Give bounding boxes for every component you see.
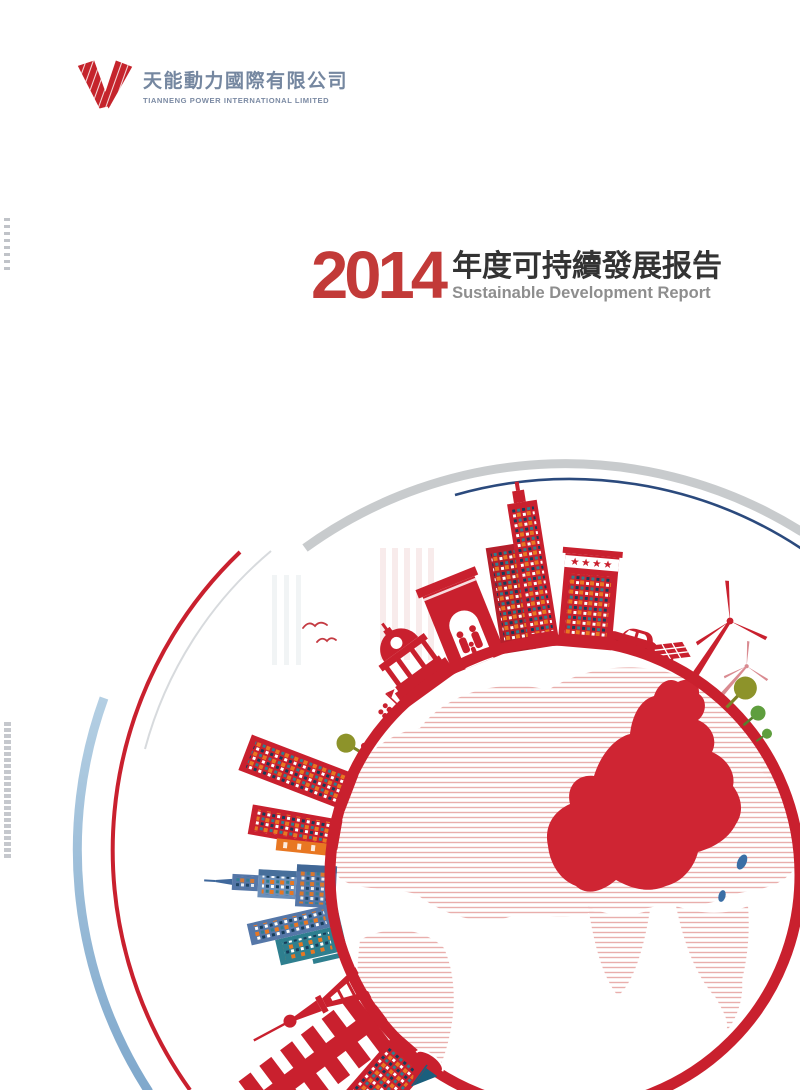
logo-v-icon: [77, 60, 133, 109]
tree-green-small: [755, 728, 773, 742]
company-name-zh: 天能動力國際有限公司: [143, 71, 349, 92]
company-name-en: TIANNENG POWER INTERNATIONAL LIMITED: [143, 96, 330, 105]
apartment-slab-building-1: [238, 734, 359, 811]
wind-turbine: [688, 580, 768, 682]
cover-title: 2014 年度可持續發展报告 Sustainable Development R…: [311, 238, 722, 313]
orbit-arc-navy: [454, 477, 800, 550]
orbit-arc-thin-gray: [144, 550, 272, 750]
china-map: [546, 679, 742, 892]
orbit-arc-steel-blue: [72, 696, 153, 1090]
striped-tower-building: [238, 994, 392, 1090]
island-shapes: [718, 854, 748, 902]
report-title-block: 年度可持續發展报告 Sustainable Development Report: [452, 252, 722, 306]
globe-rim: [324, 634, 800, 1090]
tree-green: [742, 705, 766, 727]
tree-olive: [725, 676, 757, 709]
sailboat: [411, 1049, 444, 1087]
empire-state-building: [204, 864, 338, 909]
spine-print-mark-bottom: [4, 722, 11, 858]
birds: [302, 621, 337, 643]
apartment-slab-building-2: [247, 804, 343, 850]
wind-turbine-small: [716, 641, 769, 701]
orange-slab-building: [275, 838, 335, 857]
company-logo: 天能動力國際有限公司 TIANNENG POWER INTERNATIONAL …: [76, 58, 348, 110]
report-title-en: Sustainable Development Report: [452, 283, 711, 302]
report-title-zh: 年度可持續發展报告: [452, 250, 723, 284]
skyscraper: [485, 481, 560, 654]
star-hotel-building: [557, 546, 623, 651]
blue-tower-buildings: [246, 903, 348, 966]
world-map: [335, 667, 795, 1090]
spine-print-mark-top: [4, 218, 10, 270]
orbit-arc-gray: [302, 459, 800, 552]
orbit-arc-red: [110, 550, 242, 1090]
logo-text-block: 天能動力國際有限公司 TIANNENG POWER INTERNATIONAL …: [143, 58, 348, 105]
report-year: 2014: [311, 238, 448, 313]
